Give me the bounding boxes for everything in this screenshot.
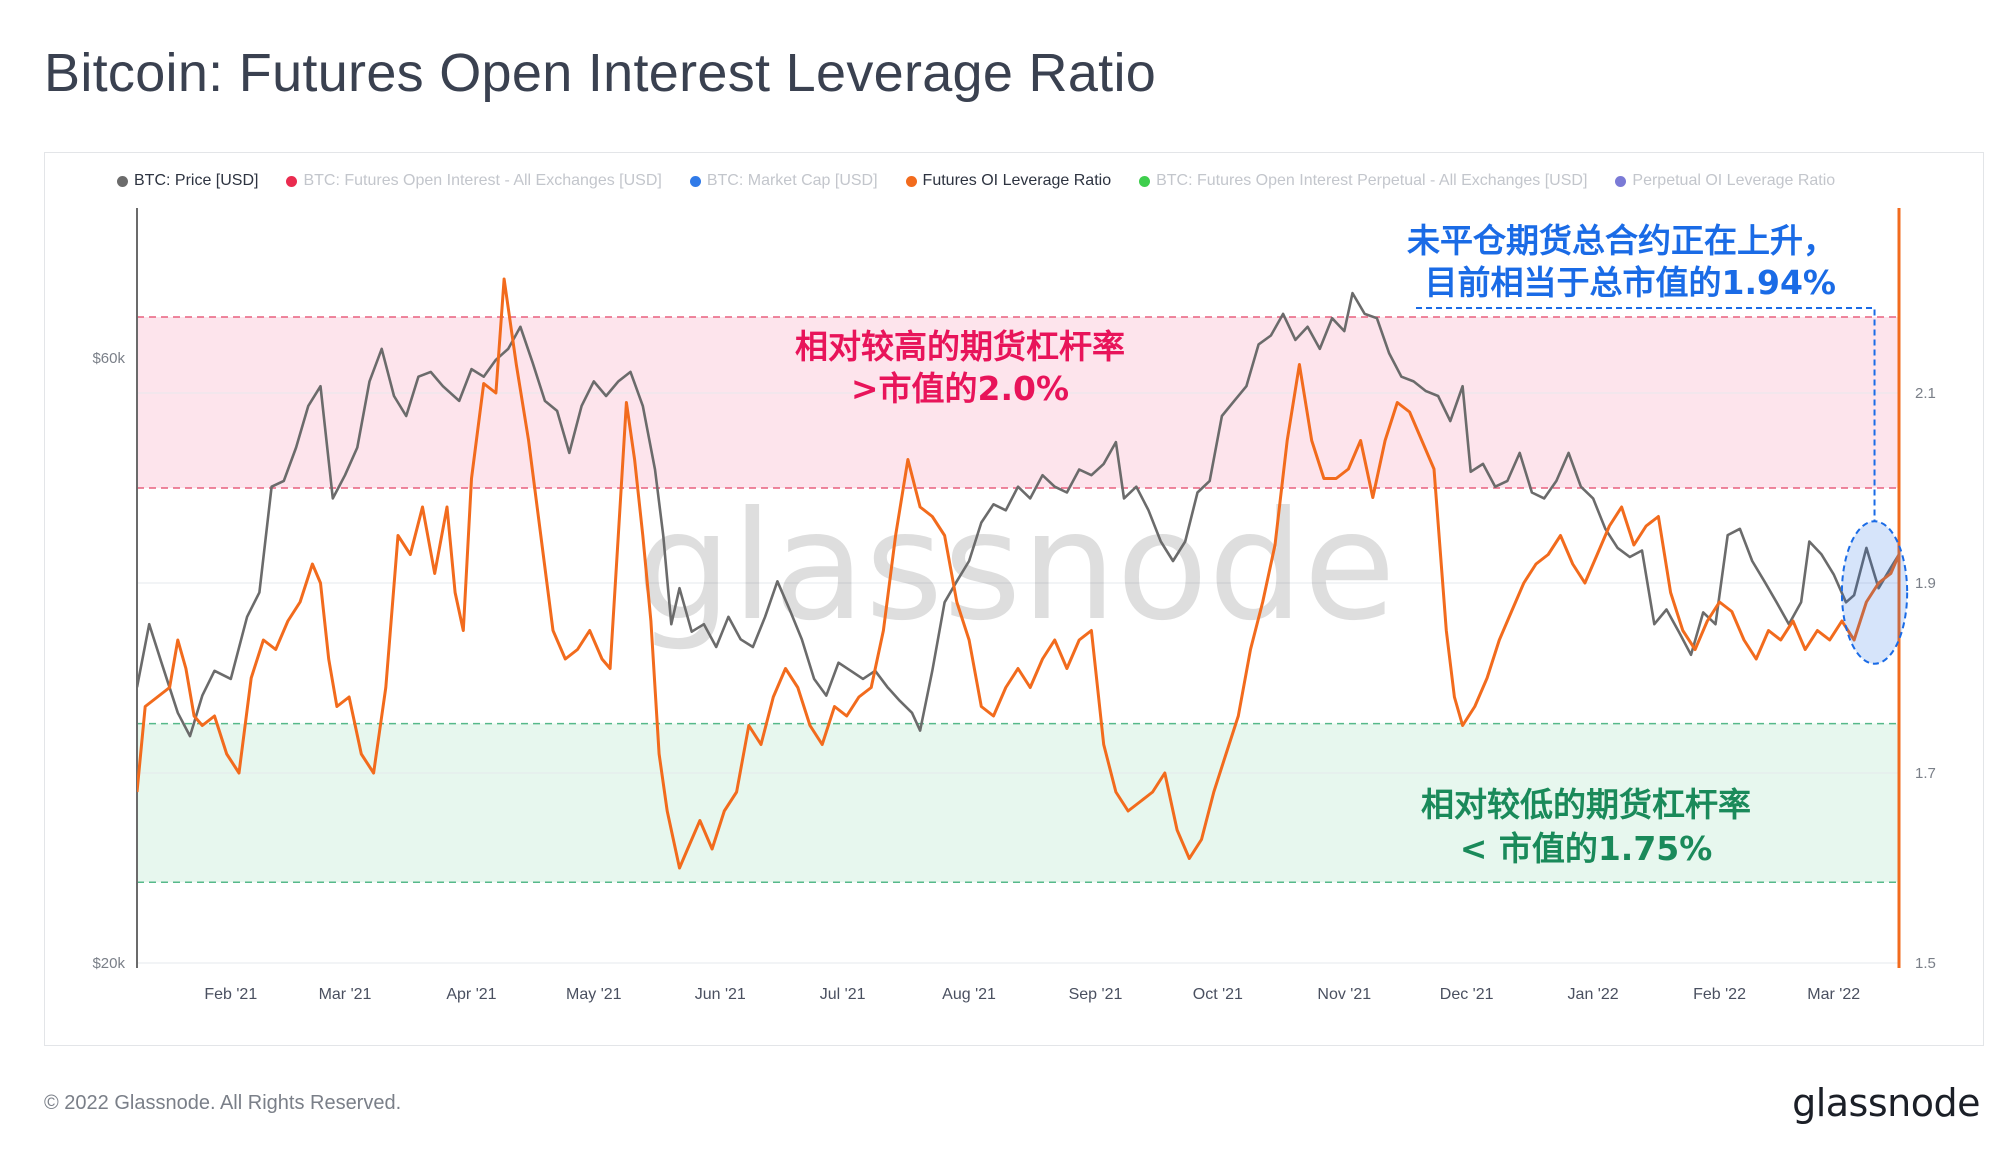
legend-item-perpetual-oi[interactable]: BTC: Futures Open Interest Perpetual - A… [1139, 172, 1587, 190]
annotation-high-title: 相对较高的期货杠杆率 [795, 327, 1125, 366]
x-tick-label: Jun '21 [695, 986, 746, 1003]
x-tick-label: Mar '22 [1807, 986, 1860, 1003]
left-axis-ticks: $20k $60k [92, 350, 125, 972]
x-axis-ticks: Feb '21 Mar '21 Apr '21 May '21 Jun '21 Jul '… [204, 986, 1860, 1003]
legend-item-perpetual-leverage-ratio[interactable]: Perpetual OI Leverage Ratio [1615, 172, 1835, 190]
right-tick-label: 2.1 [1915, 385, 1936, 402]
legend-item-market-cap[interactable]: BTC: Market Cap [USD] [689, 172, 878, 190]
legend-dot-icon [1139, 175, 1151, 187]
x-tick-label: Apr '21 [446, 986, 496, 1003]
annotation-current-subtitle: 目前相当于总市值的1.94% [1425, 263, 1837, 302]
legend-dot-icon [905, 175, 917, 187]
annotation-callout-line [1416, 307, 1876, 522]
series-line-oi-leverage-ratio [137, 277, 1899, 870]
legend-dot-icon [689, 175, 701, 187]
right-tick-label: 1.9 [1915, 575, 1936, 592]
gridlines [137, 392, 1899, 964]
low-leverage-zone [137, 723, 1899, 883]
x-tick-label: Feb '22 [1693, 986, 1746, 1003]
legend-label: BTC: Futures Open Interest Perpetual - A… [1156, 172, 1588, 189]
chart-panel [44, 152, 1984, 1046]
annotation-high-subtitle: >市值的2.0% [851, 369, 1069, 408]
copyright-footer: © 2022 Glassnode. All Rights Reserved. [44, 1092, 402, 1114]
legend-label: BTC: Price [USD] [134, 172, 259, 189]
right-tick-label: 1.7 [1915, 765, 1936, 782]
watermark: glassnode [636, 480, 1395, 654]
x-tick-label: Aug '21 [942, 986, 996, 1003]
chart-legend: BTC: Price [USD] BTC: Futures Open Inter… [117, 172, 1835, 190]
left-tick-label: $20k [92, 955, 125, 972]
legend-dot-icon [286, 175, 298, 187]
annotation-current-title: 未平仓期货总合约正在上升， [1407, 221, 1836, 260]
high-leverage-zone [137, 317, 1899, 488]
x-tick-label: Feb '21 [204, 986, 257, 1003]
page-title: Bitcoin: Futures Open Interest Leverage … [44, 43, 1157, 103]
legend-dot-icon [117, 175, 128, 187]
series-line-price [137, 291, 1899, 738]
legend-label: BTC: Market Cap [USD] [706, 172, 878, 189]
legend-item-oi-leverage-ratio[interactable]: Futures OI Leverage Ratio [905, 172, 1112, 190]
annotation-low-subtitle: < 市值的1.75% [1460, 829, 1713, 868]
brand-logo: glassnode [1792, 1081, 1980, 1125]
left-tick-label: $60k [92, 350, 125, 367]
legend-dot-icon [1615, 175, 1627, 187]
legend-label: Perpetual OI Leverage Ratio [1632, 172, 1836, 189]
right-axis-ticks: 1.5 1.7 1.9 2.1 [1915, 385, 1936, 972]
x-tick-label: Nov '21 [1317, 986, 1371, 1003]
legend-label: Futures OI Leverage Ratio [922, 172, 1112, 189]
annotation-low-title: 相对较低的期货杠杆率 [1421, 785, 1751, 824]
x-tick-label: Jul '21 [820, 986, 866, 1003]
x-tick-label: Mar '21 [319, 986, 372, 1003]
legend-label: BTC: Futures Open Interest - All Exchang… [303, 172, 662, 189]
x-tick-label: Sep '21 [1069, 986, 1123, 1003]
right-tick-label: 1.5 [1915, 955, 1936, 972]
x-tick-label: Jan '22 [1568, 986, 1619, 1003]
current-highlight-ellipse [1840, 520, 1909, 665]
x-tick-label: Dec '21 [1440, 986, 1494, 1003]
x-tick-label: May '21 [566, 986, 622, 1003]
legend-item-futures-oi[interactable]: BTC: Futures Open Interest - All Exchang… [286, 172, 662, 190]
legend-item-price[interactable]: BTC: Price [USD] [117, 172, 258, 190]
x-tick-label: Oct '21 [1193, 986, 1243, 1003]
